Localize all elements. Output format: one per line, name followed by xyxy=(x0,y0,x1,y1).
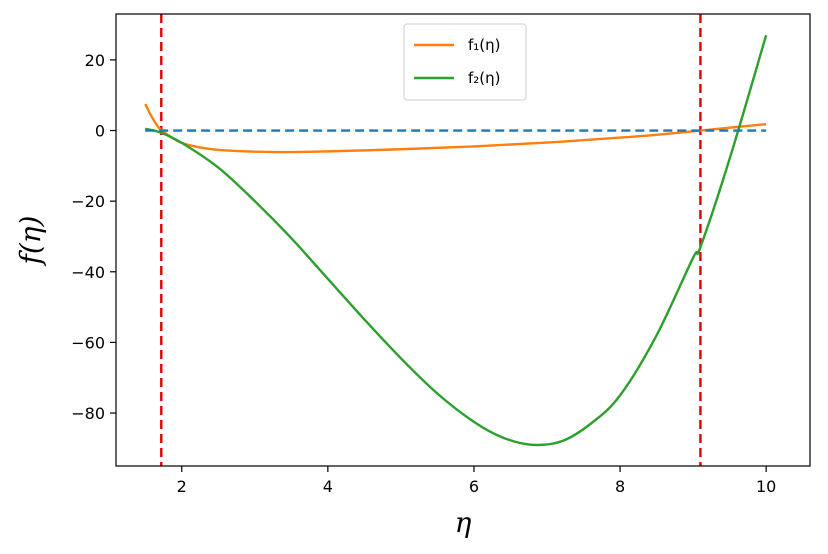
y-tick-label: −80 xyxy=(71,404,105,423)
series-layer xyxy=(144,34,768,447)
legend: f₁(η) f₂(η) xyxy=(403,23,527,101)
x-tick-label: 6 xyxy=(469,477,479,496)
legend-label-f1: f₁(η) xyxy=(468,36,501,54)
x-tick-label: 2 xyxy=(177,477,187,496)
y-tick-label: −20 xyxy=(71,192,105,211)
legend-label-f2: f₂(η) xyxy=(468,69,501,87)
y-axis-label: f(η) xyxy=(14,216,47,267)
legend-box xyxy=(403,23,527,101)
y-tick-label: 0 xyxy=(95,122,105,141)
plot-frame xyxy=(115,13,811,467)
y-tick-label: 20 xyxy=(85,51,105,70)
y-tick-label: −60 xyxy=(71,333,105,352)
x-tick-label: 8 xyxy=(615,477,625,496)
ticks-layer: 2 4 6 8 10 20 0 −20 −40 −60 −80 xyxy=(71,51,776,496)
vlines-layer xyxy=(160,14,702,466)
series-line-2 xyxy=(144,34,768,447)
y-tick-label: −40 xyxy=(71,263,105,282)
x-tick-label: 10 xyxy=(756,477,776,496)
x-tick-label: 4 xyxy=(323,477,333,496)
x-axis-label: η xyxy=(455,506,472,539)
